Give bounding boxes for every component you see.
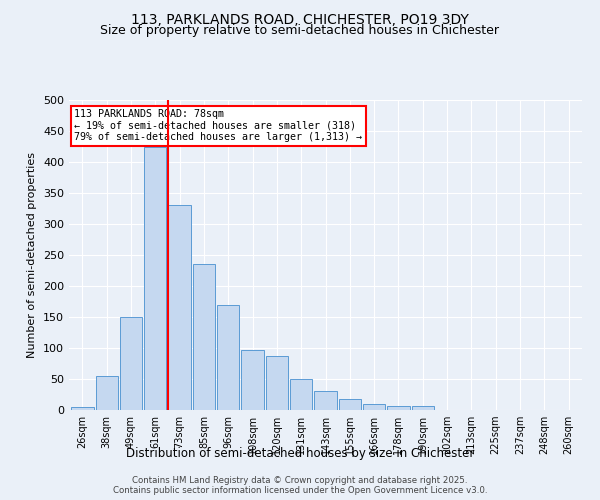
Bar bbox=[241, 350, 264, 410]
Bar bbox=[266, 356, 288, 410]
Y-axis label: Number of semi-detached properties: Number of semi-detached properties bbox=[28, 152, 37, 358]
Bar bbox=[412, 406, 434, 410]
Bar bbox=[120, 317, 142, 410]
Text: Size of property relative to semi-detached houses in Chichester: Size of property relative to semi-detach… bbox=[101, 24, 499, 37]
Bar bbox=[314, 392, 337, 410]
Text: 113, PARKLANDS ROAD, CHICHESTER, PO19 3DY: 113, PARKLANDS ROAD, CHICHESTER, PO19 3D… bbox=[131, 12, 469, 26]
Bar bbox=[338, 400, 361, 410]
Text: Distribution of semi-detached houses by size in Chichester: Distribution of semi-detached houses by … bbox=[126, 448, 474, 460]
Bar bbox=[217, 304, 239, 410]
Bar bbox=[387, 406, 410, 410]
Text: 113 PARKLANDS ROAD: 78sqm
← 19% of semi-detached houses are smaller (318)
79% of: 113 PARKLANDS ROAD: 78sqm ← 19% of semi-… bbox=[74, 110, 362, 142]
Text: Contains HM Land Registry data © Crown copyright and database right 2025.
Contai: Contains HM Land Registry data © Crown c… bbox=[113, 476, 487, 495]
Bar bbox=[95, 376, 118, 410]
Bar bbox=[144, 146, 166, 410]
Bar bbox=[71, 407, 94, 410]
Bar bbox=[363, 404, 385, 410]
Bar bbox=[193, 264, 215, 410]
Bar bbox=[169, 206, 191, 410]
Bar bbox=[290, 379, 313, 410]
